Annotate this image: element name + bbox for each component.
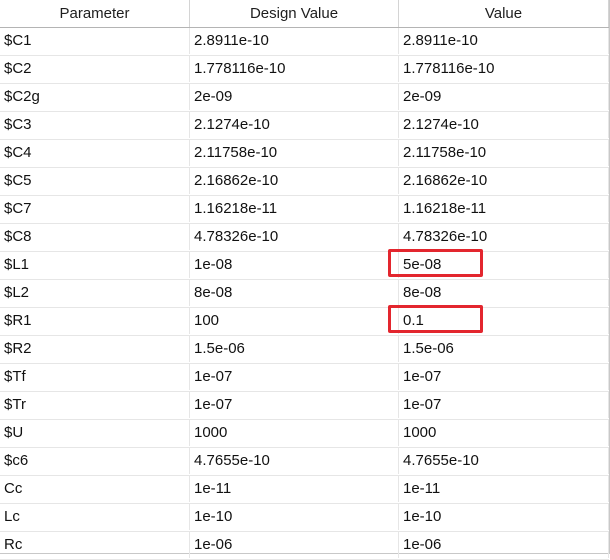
table-body: $C1 2.8911e-10 2.8911e-10 $C2 1.778116e-10 1.…	[0, 28, 609, 560]
design-value-cell: 2.11758e-10	[190, 140, 399, 166]
value-cell[interactable]: 4.7655e-10	[399, 448, 609, 474]
table-row[interactable]: $C1 2.8911e-10 2.8911e-10	[0, 28, 609, 56]
design-value-cell: 100	[190, 308, 399, 334]
value-cell[interactable]: 2.11758e-10	[399, 140, 609, 166]
parameter-cell: $C2g	[0, 84, 190, 110]
value-cell[interactable]: 2.16862e-10	[399, 168, 609, 194]
table-row[interactable]: $C3 2.1274e-10 2.1274e-10	[0, 112, 609, 140]
value-cell[interactable]: 1e-11	[399, 476, 609, 502]
value-cell[interactable]: 8e-08	[399, 280, 609, 306]
table-row[interactable]: $C2 1.778116e-10 1.778116e-10	[0, 56, 609, 84]
table-row[interactable]: $U 1000 1000	[0, 420, 609, 448]
design-value-cell: 1.16218e-11	[190, 196, 399, 222]
parameter-cell: $C5	[0, 168, 190, 194]
table-row[interactable]: Cc 1e-11 1e-11	[0, 476, 609, 504]
design-value-cell: 8e-08	[190, 280, 399, 306]
column-header-parameter[interactable]: Parameter	[0, 0, 190, 27]
parameter-cell: $C1	[0, 28, 190, 54]
value-cell[interactable]: 5e-08	[388, 249, 609, 278]
table-row[interactable]: $L1 1e-08 5e-08	[0, 249, 609, 280]
value-cell[interactable]: 4.78326e-10	[399, 224, 609, 250]
parameter-cell: $L1	[0, 252, 190, 278]
parameter-cell: $L2	[0, 280, 190, 306]
parameter-cell: $U	[0, 420, 190, 446]
value-cell[interactable]: 1.16218e-11	[399, 196, 609, 222]
design-value-cell: 4.7655e-10	[190, 448, 399, 474]
design-value-cell: 1e-07	[190, 364, 399, 390]
design-value-cell: 2.16862e-10	[190, 168, 399, 194]
table-row[interactable]: $C8 4.78326e-10 4.78326e-10	[0, 224, 609, 252]
value-cell[interactable]: 1e-10	[399, 504, 609, 530]
table-row[interactable]: $c6 4.7655e-10 4.7655e-10	[0, 448, 609, 476]
value-cell[interactable]: 1e-06	[399, 532, 609, 558]
value-cell[interactable]: 2.1274e-10	[399, 112, 609, 138]
parameter-cell: $C4	[0, 140, 190, 166]
table-row[interactable]: $L2 8e-08 8e-08	[0, 280, 609, 308]
table-row[interactable]: $C7 1.16218e-11 1.16218e-11	[0, 196, 609, 224]
design-value-cell: 1.778116e-10	[190, 56, 399, 82]
value-cell[interactable]: 1e-07	[399, 392, 609, 418]
parameter-cell: $R2	[0, 336, 190, 362]
value-cell[interactable]: 2.8911e-10	[399, 28, 609, 54]
parameter-cell: $C8	[0, 224, 190, 250]
table-row[interactable]: $R1 100 0.1	[0, 305, 609, 336]
design-value-cell: 4.78326e-10	[190, 224, 399, 250]
design-value-cell: 2.8911e-10	[190, 28, 399, 54]
value-cell[interactable]: 1.778116e-10	[399, 56, 609, 82]
design-value-cell: 1e-07	[190, 392, 399, 418]
design-value-cell: 1.5e-06	[190, 336, 399, 362]
parameter-cell: Lc	[0, 504, 190, 530]
highlight-box	[388, 305, 483, 333]
design-value-cell: 1000	[190, 420, 399, 446]
table-row[interactable]: $C4 2.11758e-10 2.11758e-10	[0, 140, 609, 168]
design-value-cell: 2e-09	[190, 84, 399, 110]
table-row[interactable]: $Tf 1e-07 1e-07	[0, 364, 609, 392]
value-cell[interactable]: 1.5e-06	[399, 336, 609, 362]
parameter-cell: $c6	[0, 448, 190, 474]
value-cell[interactable]: 2e-09	[399, 84, 609, 110]
table-header: Parameter Design Value Value	[0, 0, 609, 28]
table-row[interactable]: $Tr 1e-07 1e-07	[0, 392, 609, 420]
table-row[interactable]: Lc 1e-10 1e-10	[0, 504, 609, 532]
highlight-box	[388, 249, 483, 277]
design-value-cell: 1e-06	[190, 532, 399, 558]
parameter-cell: $C7	[0, 196, 190, 222]
parameter-cell: Cc	[0, 476, 190, 502]
table-row[interactable]: $C5 2.16862e-10 2.16862e-10	[0, 168, 609, 196]
value-cell[interactable]: 1000	[399, 420, 609, 446]
table-row[interactable]: Rc 1e-06 1e-06	[0, 532, 609, 560]
parameter-cell: Rc	[0, 532, 190, 558]
design-value-cell: 2.1274e-10	[190, 112, 399, 138]
column-header-design-value[interactable]: Design Value	[190, 0, 399, 27]
design-value-cell: 1e-10	[190, 504, 399, 530]
parameter-cell: $C3	[0, 112, 190, 138]
table-row[interactable]: $C2g 2e-09 2e-09	[0, 84, 609, 112]
parameter-cell: $Tr	[0, 392, 190, 418]
parameter-cell: $Tf	[0, 364, 190, 390]
parameter-cell: $R1	[0, 308, 190, 334]
design-value-cell: 1e-11	[190, 476, 399, 502]
table-row[interactable]: $R2 1.5e-06 1.5e-06	[0, 336, 609, 364]
column-header-value[interactable]: Value	[399, 0, 609, 27]
value-cell[interactable]: 0.1	[388, 305, 609, 334]
parameter-cell: $C2	[0, 56, 190, 82]
value-cell[interactable]: 1e-07	[399, 364, 609, 390]
design-value-cell: 1e-08	[190, 252, 399, 278]
